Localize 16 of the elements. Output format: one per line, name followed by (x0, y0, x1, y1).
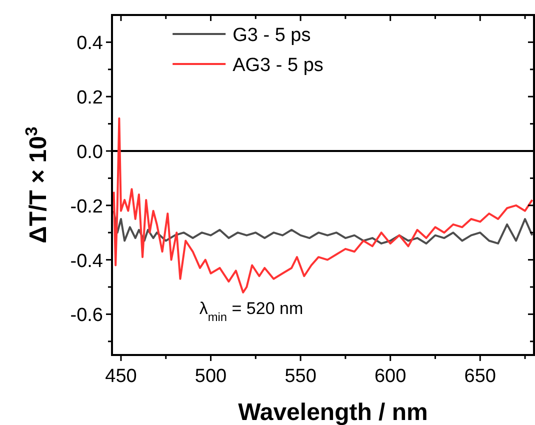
x-tick-label: 450 (105, 366, 137, 387)
y-tick-label: -0.6 (70, 305, 103, 326)
annotation: λ$_{min}$ = 520 nm (199, 299, 304, 324)
x-tick-label: 550 (284, 366, 316, 387)
legend-label: G3 - 5 ps (232, 25, 311, 46)
x-tick-label: 500 (194, 366, 227, 387)
y-tick-label: 0.4 (76, 33, 104, 54)
legend-label: AG3 - 5 ps (232, 55, 324, 76)
text: 0.0 (76, 142, 103, 163)
y-tick-label: -0.2 (70, 196, 103, 218)
x-tick-label: 650 (464, 366, 496, 387)
x-axis-title: Wavelength / nm (238, 399, 428, 425)
x-tick-label: 600 (374, 366, 406, 387)
y-tick-label: -0.4 (70, 250, 104, 272)
y-tick-label: 0.2 (76, 88, 103, 109)
line-series (112, 210, 534, 244)
